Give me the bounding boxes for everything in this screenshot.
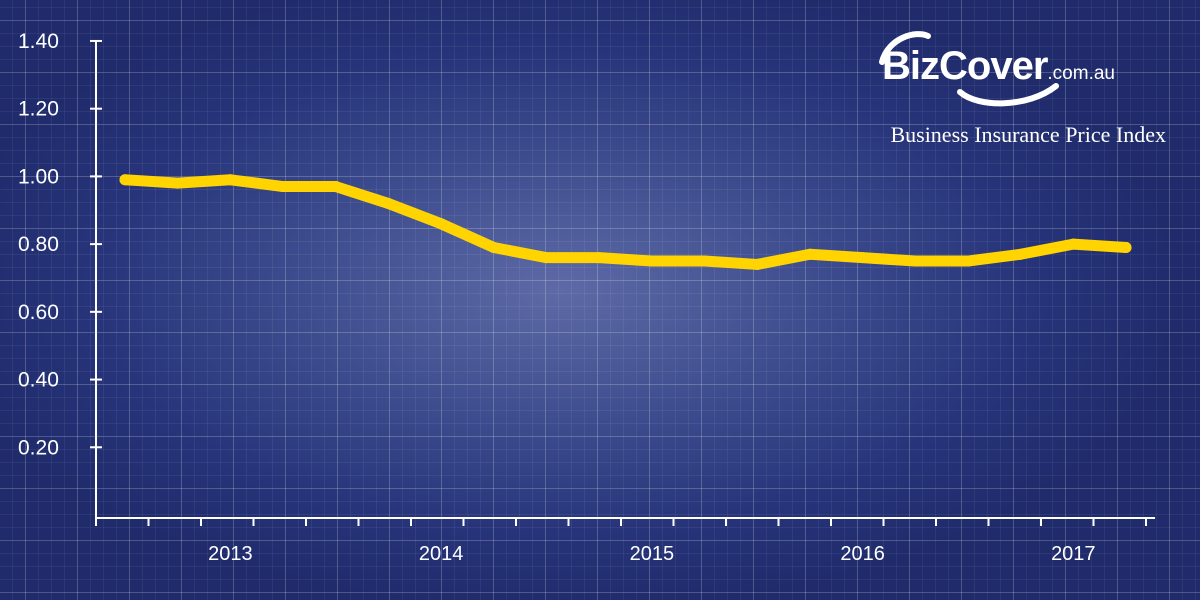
x-tick-label: 2014 bbox=[419, 543, 464, 565]
y-axis-ticks: 0.20 0.40 0.60 0.80 1.00 1.20 1.40 bbox=[18, 30, 102, 459]
data-point bbox=[699, 255, 711, 267]
data-point bbox=[435, 218, 447, 230]
data-point bbox=[646, 255, 658, 267]
x-axis-ticks: 2013 2014 2015 2016 2017 bbox=[95, 518, 1147, 565]
data-point bbox=[330, 181, 342, 193]
bizcover-logo: BizCover.com.au bbox=[868, 30, 1158, 110]
data-point bbox=[119, 174, 131, 186]
data-point bbox=[277, 181, 289, 193]
data-point bbox=[1067, 238, 1079, 250]
data-point bbox=[382, 197, 394, 209]
data-point bbox=[804, 248, 816, 260]
data-point bbox=[172, 177, 184, 189]
chart-subtitle: Business Insurance Price Index bbox=[890, 122, 1166, 147]
data-point bbox=[751, 258, 763, 270]
data-point bbox=[593, 252, 605, 264]
x-tick-label: 2015 bbox=[630, 543, 675, 565]
data-point bbox=[224, 174, 236, 186]
data-point bbox=[540, 252, 552, 264]
data-point bbox=[488, 242, 500, 254]
y-tick-label: 0.20 bbox=[18, 436, 59, 459]
x-tick-label: 2016 bbox=[840, 543, 885, 565]
x-tick-label: 2013 bbox=[208, 543, 253, 565]
logo-domain: .com.au bbox=[1047, 63, 1115, 84]
data-point bbox=[1120, 242, 1132, 254]
logo-text: BizCover bbox=[882, 44, 1048, 88]
y-tick-label: 0.60 bbox=[18, 301, 59, 324]
axes bbox=[95, 40, 1155, 519]
logo-wordmark: BizCover.com.au bbox=[882, 44, 1115, 89]
y-tick-label: 0.40 bbox=[18, 369, 59, 392]
data-point bbox=[857, 252, 869, 264]
data-point bbox=[909, 255, 921, 267]
data-point bbox=[962, 255, 974, 267]
series-group bbox=[119, 174, 1132, 270]
y-tick-label: 1.40 bbox=[18, 30, 59, 53]
data-point bbox=[1015, 248, 1027, 260]
x-tick-label: 2017 bbox=[1051, 543, 1096, 565]
y-tick-label: 1.20 bbox=[18, 98, 59, 121]
series-line bbox=[119, 174, 1132, 270]
y-tick-label: 1.00 bbox=[18, 165, 59, 188]
logo-swoosh-icon bbox=[879, 31, 1059, 107]
y-tick-label: 0.80 bbox=[18, 233, 59, 256]
